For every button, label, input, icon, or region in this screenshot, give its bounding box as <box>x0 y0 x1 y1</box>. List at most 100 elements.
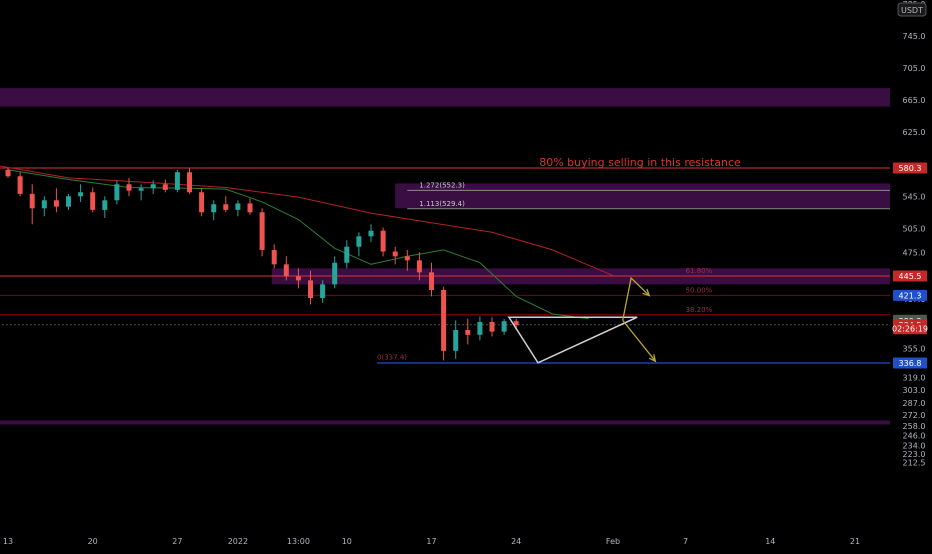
candle-8 <box>102 196 108 218</box>
candle-39 <box>477 316 483 341</box>
candle-16 <box>199 188 205 217</box>
candle-2 <box>29 184 35 225</box>
candle-15 <box>187 168 192 194</box>
candle-body-13 <box>162 184 168 190</box>
candle-31 <box>380 227 386 257</box>
candle-body-8 <box>102 200 108 210</box>
price-tick-5: 665.0 <box>903 96 926 105</box>
candle-35 <box>429 262 434 297</box>
fib-label-4: 38.20% <box>686 306 713 314</box>
candle-body-42 <box>513 321 519 326</box>
candle-33 <box>404 249 410 271</box>
price-tick-15: 272.0 <box>903 411 926 420</box>
candle-9 <box>114 180 120 205</box>
price-tick-4: 705.0 <box>903 64 926 73</box>
price-tag-bg-7 <box>893 357 927 369</box>
zone-1 <box>395 183 890 209</box>
time-tick-0: 13 <box>3 537 13 546</box>
candle-13 <box>162 179 168 193</box>
time-tick-10: 14 <box>765 537 775 546</box>
candle-body-2 <box>29 193 35 209</box>
candle-32 <box>392 246 398 265</box>
candle-5 <box>66 193 71 210</box>
fib-label-1: 1.113(529.4) <box>419 200 465 208</box>
candle-11 <box>138 184 144 201</box>
projection-arrow-0 <box>642 288 651 297</box>
ma-red-line <box>0 165 614 277</box>
price-tag-bg-0 <box>893 162 927 174</box>
time-tick-8: Feb <box>606 537 620 546</box>
candle-18 <box>223 196 229 213</box>
price-tick-7: 545.0 <box>903 192 926 201</box>
horizontal-levels <box>0 167 890 364</box>
price-tick-17: 246.0 <box>903 432 926 441</box>
candle-37 <box>453 320 459 359</box>
candle-body-39 <box>477 321 483 335</box>
price-tick-13: 303.0 <box>903 386 926 395</box>
candle-body-23 <box>283 264 289 277</box>
candle-body-10 <box>126 184 132 191</box>
candle-22 <box>271 244 277 269</box>
candle-body-21 <box>259 212 265 250</box>
candle-10 <box>126 177 132 197</box>
candle-40 <box>489 317 495 337</box>
time-axis: 13 20 27 2022 13:00 10 17 24 Feb 7 14 21 <box>3 537 860 546</box>
price-tag-1: 445.5 <box>899 272 922 281</box>
price-tag-6: 02:26:19 <box>892 325 928 334</box>
zone-3 <box>0 420 890 425</box>
candle-7 <box>90 187 96 213</box>
candle-19 <box>235 200 241 217</box>
price-tick-19: 223.0 <box>903 450 926 459</box>
candle-30 <box>368 224 374 242</box>
time-tick-1: 20 <box>88 537 98 546</box>
candle-26 <box>320 280 326 303</box>
candle-36 <box>441 286 447 361</box>
candle-body-11 <box>138 188 144 191</box>
candle-body-3 <box>41 200 47 209</box>
candle-body-14 <box>174 172 180 190</box>
candle-29 <box>356 232 362 257</box>
price-tick-12: 319.0 <box>903 373 926 382</box>
ascending-triangle <box>507 316 638 364</box>
resistance-annotation: 80% buying selling in this resistance <box>539 156 741 169</box>
price-tick-18: 234.0 <box>903 441 926 450</box>
candle-body-32 <box>392 251 398 257</box>
fibonacci-levels: 1.272(552.3) 1.113(529.4) 61.80% 50.00% 38.2… <box>377 181 890 362</box>
candle-body-35 <box>429 272 434 290</box>
candle-body-5 <box>66 196 71 207</box>
symbol-badge[interactable] <box>897 2 927 17</box>
candle-body-33 <box>404 256 410 261</box>
candle-body-18 <box>223 204 229 210</box>
candle-body-38 <box>465 330 471 335</box>
price-tick-3: 745.0 <box>903 32 926 41</box>
time-tick-2: 27 <box>172 537 182 546</box>
candle-body-1 <box>17 176 23 194</box>
candle-body-34 <box>416 260 422 273</box>
price-tags: 580.3445.5421.3390.2389.3384.502:26:1933… <box>892 162 928 369</box>
candle-23 <box>283 256 289 281</box>
candle-24 <box>295 268 301 289</box>
candle-27 <box>332 256 338 289</box>
price-tag-bg-2 <box>893 289 927 301</box>
candle-17 <box>211 200 217 221</box>
candle-12 <box>150 180 156 194</box>
candle-body-7 <box>90 192 96 210</box>
candle-body-4 <box>53 200 59 207</box>
candle-body-16 <box>199 192 205 213</box>
candle-body-15 <box>187 172 192 193</box>
candle-6 <box>78 184 84 202</box>
projection-arrow-1 <box>648 354 657 363</box>
candle-body-30 <box>368 230 374 237</box>
price-tick-6: 625.0 <box>903 128 926 137</box>
zone-0 <box>0 88 890 107</box>
candle-body-12 <box>150 184 156 189</box>
candle-body-29 <box>356 236 362 247</box>
time-tick-9: 7 <box>683 537 688 546</box>
time-tick-3: 2022 <box>228 537 248 546</box>
candle-body-9 <box>114 184 120 201</box>
candle-body-24 <box>295 276 301 281</box>
price-tick-11: 355.0 <box>903 344 926 353</box>
candle-body-27 <box>332 262 338 285</box>
time-tick-6: 17 <box>426 537 436 546</box>
